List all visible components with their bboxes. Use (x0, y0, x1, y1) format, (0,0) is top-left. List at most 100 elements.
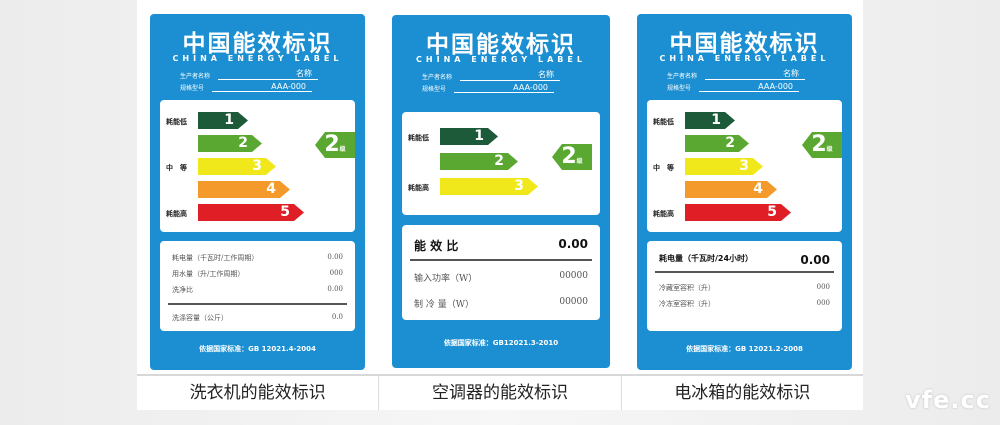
spec-label: 洗涤容量（公斤） (172, 314, 228, 322)
grade-panel: 1 2 3 4 5 耗能低中 等耗能高 2级 (160, 100, 355, 232)
rating-unit: 级 (339, 146, 346, 153)
spec-value: 000 (329, 269, 343, 277)
spec-row: 冷冻室容积（升） 000 (659, 299, 830, 309)
divider (410, 259, 592, 261)
spec-value: 00000 (559, 271, 588, 281)
side-label-low: 耗能低 (408, 134, 429, 142)
rating-value: 2 (561, 144, 577, 169)
spec-panel: 耗电量（千瓦时/工作周期） 0.00 用水量（升/工作周期） 000 洗净比 0.00 洗涤… (160, 241, 355, 331)
caption-washer: 洗衣机的能效标识 (137, 376, 380, 410)
rating-value: 2 (811, 132, 827, 157)
grade-bar-5: 5 (685, 204, 791, 221)
grade-panel: 1 2 3 4 5 耗能低中 等耗能高 2级 (647, 100, 842, 232)
rating-value: 2 (324, 132, 340, 157)
grade-bar-3: 3 (440, 178, 538, 195)
grade-panel: 1 2 3 耗能低 耗能高 2级 (402, 112, 600, 215)
spec-value: 000 (816, 299, 830, 307)
model-value: AAA-000 (454, 83, 555, 93)
side-label-high: 耗能高 (653, 210, 674, 218)
side-label-high: 耗能高 (408, 184, 429, 192)
main-spec-row: 耗电量（千瓦时/24小时） 0.00 (659, 253, 830, 267)
rating-indicator: 2级 (802, 132, 842, 158)
side-label-low: 耗能低 (166, 118, 187, 126)
spec-value: 0.00 (327, 253, 343, 261)
rating-unit: 级 (576, 158, 583, 165)
spec-row: 耗电量（千瓦时/工作周期） 0.00 (172, 253, 343, 263)
model-label: 规格型号 (422, 86, 447, 93)
producer-value: 名称 (705, 68, 806, 80)
side-label-mid: 中 等 (653, 164, 674, 172)
model-value: AAA-000 (212, 82, 313, 92)
grade-bar-1: 1 (440, 128, 498, 145)
caption-row: 洗衣机的能效标识 空调器的能效标识 电冰箱的能效标识 (137, 374, 863, 410)
main-spec-label: 耗电量（千瓦时/24小时） (659, 254, 754, 263)
energy-label-air-conditioner: 中国能效标识 CHINA ENERGY LABEL 生产者名称 名称规格型号 AAA-0… (392, 15, 610, 368)
spec-row: 制 冷 量（W） 00000 (414, 297, 588, 310)
spec-label: 耗电量（千瓦时/工作周期） (172, 254, 259, 262)
spec-panel: 能 效 比 0.00 输入功率（W） 00000 制 冷 量（W） 00000 (402, 225, 600, 320)
spec-value: 0.0 (331, 313, 343, 321)
main-spec-value: 0.00 (558, 237, 588, 251)
producer-row: 生产者名称 名称 (422, 69, 561, 81)
grade-bar-2: 2 (198, 135, 262, 152)
caption-refrigerator: 电冰箱的能效标识 (674, 383, 811, 403)
main-spec-row: 能 效 比 0.00 (414, 237, 588, 254)
spec-row: 输入功率（W） 00000 (414, 271, 588, 284)
grade-bar-4: 4 (685, 181, 777, 198)
rating-indicator: 2级 (315, 132, 355, 158)
grade-bar-1: 1 (198, 112, 248, 129)
main-spec-value: 0.00 (800, 253, 830, 267)
producer-value: 名称 (218, 68, 319, 80)
spec-label: 冷藏室容积（升） (659, 284, 715, 292)
main-spec-label: 能 效 比 (414, 239, 459, 253)
producer-label: 生产者名称 (667, 73, 698, 80)
grade-bar-1: 1 (685, 112, 735, 129)
grade-bar-3: 3 (685, 158, 763, 175)
spec-row: 用水量（升/工作周期） 000 (172, 269, 343, 279)
label-subtitle: CHINA ENERGY LABEL (416, 55, 586, 64)
label-subtitle: CHINA ENERGY LABEL (172, 54, 343, 63)
energy-label-refrigerator: 中国能效标识 CHINA ENERGY LABEL 生产者名称 名称 规格型号 AAA-0… (637, 14, 852, 370)
spec-label: 输入功率（W） (414, 274, 478, 284)
spec-label: 冷冻室容积（升） (659, 300, 715, 308)
model-row: 规格型号 AAA-000 (667, 82, 800, 92)
model-value: AAA-000 (699, 82, 800, 92)
standard-footer: 依据国家标准：GB 12021.4-2004 (199, 345, 316, 353)
spec-row-capacity: 洗涤容量（公斤） 0.0 (172, 313, 343, 323)
side-label-low: 耗能低 (653, 118, 674, 126)
side-label-mid: 中 等 (166, 164, 187, 172)
standard-footer: 依据国家标准：GB 12021.2-2008 (686, 345, 803, 353)
spec-value: 00000 (559, 297, 588, 307)
standard-footer: 依据国家标准：GB12021.3-2010 (443, 339, 559, 347)
model-row: 规格型号 AAA-000 (180, 82, 313, 92)
rating-unit: 级 (826, 146, 833, 153)
producer-label: 生产者名称 (180, 73, 211, 80)
side-label-high: 耗能高 (166, 210, 187, 218)
watermark: vfe.cc (905, 386, 991, 414)
grade-bar-4: 4 (198, 181, 290, 198)
spec-label: 洗净比 (172, 286, 193, 294)
label-title: 中国能效标识 (669, 31, 820, 57)
divider (655, 271, 834, 273)
producer-row: 生产者名称 名称 (180, 68, 319, 80)
spec-panel: 耗电量（千瓦时/24小时） 0.00 冷藏室容积（升） 000 冷冻室容积（升） 000 (647, 241, 842, 331)
producer-row: 生产者名称 名称 (667, 68, 806, 80)
model-label: 规格型号 (180, 85, 205, 92)
grade-bar-3: 3 (198, 158, 276, 175)
caption-air-conditioner: 空调器的能效标识 (379, 376, 622, 410)
spec-label: 用水量（升/工作周期） (172, 270, 245, 278)
spec-row: 洗净比 0.00 (172, 285, 343, 295)
divider (168, 303, 347, 305)
model-row: 规格型号 AAA-000 (422, 83, 555, 93)
label-subtitle: CHINA ENERGY LABEL (659, 54, 830, 63)
grade-bar-2: 2 (440, 153, 518, 170)
label-title: 中国能效标识 (182, 31, 333, 57)
grade-bar-2: 2 (685, 135, 749, 152)
spec-label: 制 冷 量（W） (414, 300, 474, 310)
grade-bar-5: 5 (198, 204, 304, 221)
spec-value: 000 (816, 283, 830, 291)
producer-value: 名称 (460, 69, 561, 81)
rating-indicator: 2级 (552, 144, 592, 170)
label-title: 中国能效标识 (426, 32, 576, 58)
energy-label-washer: 中国能效标识 CHINA ENERGY LABEL 生产者名称 名称规格型号 AAA-0… (150, 14, 365, 370)
